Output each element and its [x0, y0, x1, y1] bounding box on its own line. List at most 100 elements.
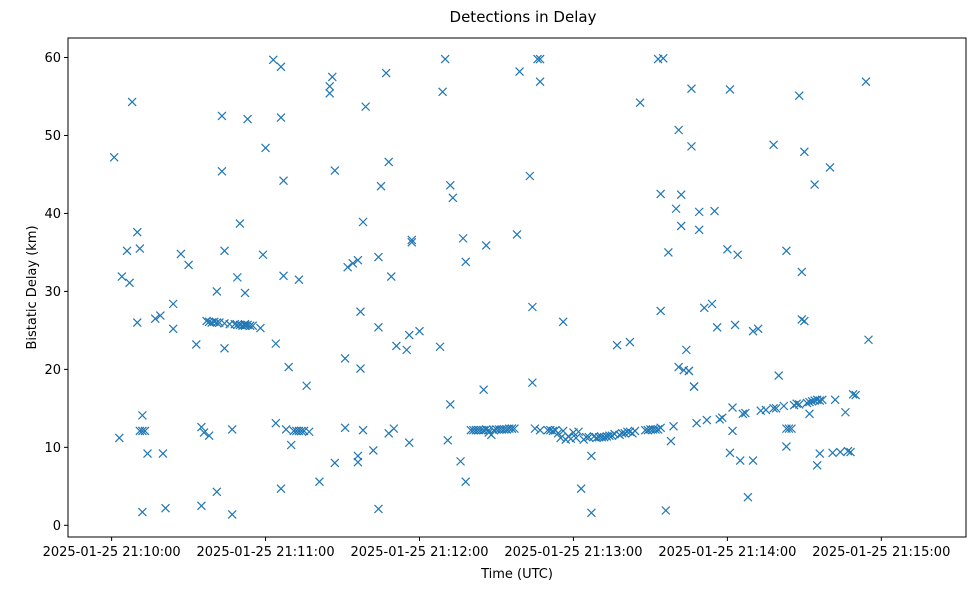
data-point: [717, 413, 727, 423]
data-point: [448, 193, 458, 203]
data-point: [622, 427, 632, 437]
data-point: [687, 141, 696, 151]
data-point: [220, 343, 229, 353]
data-point: [527, 302, 537, 312]
data-point: [815, 396, 825, 405]
data-point: [407, 237, 417, 247]
data-point: [150, 314, 160, 324]
data-point: [407, 235, 417, 245]
data-point: [122, 246, 132, 256]
y-tick-label: 60: [44, 51, 61, 66]
data-point: [458, 233, 468, 243]
data-point: [799, 316, 809, 326]
data-point: [687, 84, 696, 94]
data-point: [232, 272, 242, 282]
data-point: [196, 422, 206, 432]
data-point: [738, 409, 748, 419]
data-point: [656, 423, 666, 433]
data-point: [137, 507, 147, 517]
data-point: [168, 324, 178, 334]
data-point: [553, 428, 563, 438]
data-point: [558, 317, 568, 327]
data-point: [248, 321, 258, 331]
data-point: [456, 456, 465, 466]
data-point: [376, 181, 386, 191]
data-point: [722, 244, 732, 254]
data-point: [374, 322, 383, 332]
data-point: [779, 401, 789, 411]
data-point: [676, 221, 686, 231]
data-point: [840, 407, 850, 417]
data-point: [391, 341, 401, 351]
data-point: [348, 258, 358, 268]
data-point: [864, 335, 873, 345]
data-point: [810, 180, 820, 190]
data-point: [828, 448, 838, 458]
data-point: [817, 395, 827, 405]
data-point: [576, 484, 586, 494]
data-point: [607, 431, 617, 441]
data-point: [330, 458, 340, 468]
data-point: [512, 230, 522, 239]
data-point: [748, 456, 758, 466]
data-point: [356, 307, 365, 317]
data-point: [694, 225, 704, 235]
data-point: [155, 311, 165, 320]
data-point: [781, 246, 791, 256]
data-point: [276, 62, 286, 72]
data-point: [245, 321, 255, 331]
data-point: [825, 163, 835, 172]
data-point: [699, 303, 709, 313]
data-point: [435, 342, 445, 352]
data-point: [415, 326, 424, 336]
data-point: [684, 366, 694, 376]
data-point: [830, 395, 840, 405]
data-point: [191, 339, 201, 349]
data-point: [769, 403, 778, 413]
data-point: [615, 430, 625, 440]
data-point: [802, 398, 812, 408]
data-point: [656, 306, 666, 316]
data-point: [381, 68, 391, 78]
data-point: [353, 457, 363, 467]
data-point: [794, 400, 804, 409]
data-point: [176, 249, 186, 259]
data-point: [227, 509, 237, 519]
data-point: [212, 318, 222, 328]
data-point: [702, 415, 712, 425]
data-point: [797, 315, 807, 324]
data-point: [548, 426, 558, 436]
data-point: [330, 166, 340, 175]
data-point: [212, 487, 222, 497]
y-tick-label: 30: [44, 285, 61, 300]
y-axis-ticks: 0 10 20 30 40 50 60: [44, 51, 68, 534]
data-point: [612, 340, 622, 350]
y-tick-label: 10: [44, 441, 61, 456]
data-point: [769, 140, 778, 150]
data-point: [479, 385, 489, 395]
data-point: [574, 427, 584, 437]
data-point: [530, 424, 540, 434]
data-point: [404, 330, 414, 340]
data-point: [461, 477, 471, 487]
data-point: [625, 337, 635, 347]
data-point: [848, 389, 858, 399]
data-point: [279, 176, 288, 186]
data-point: [725, 448, 735, 458]
y-tick-label: 50: [44, 129, 61, 144]
data-point: [196, 501, 206, 511]
data-point: [653, 424, 663, 434]
data-point: [343, 262, 353, 272]
data-point: [730, 320, 740, 330]
data-point: [666, 436, 676, 446]
data-point: [787, 424, 796, 434]
data-point: [669, 421, 678, 431]
data-point: [617, 428, 627, 438]
data-point: [676, 190, 686, 200]
data-point: [620, 428, 630, 438]
data-point: [279, 271, 288, 281]
data-point: [325, 81, 335, 91]
data-point: [204, 431, 214, 441]
data-point: [581, 432, 591, 442]
data-point: [227, 424, 237, 434]
